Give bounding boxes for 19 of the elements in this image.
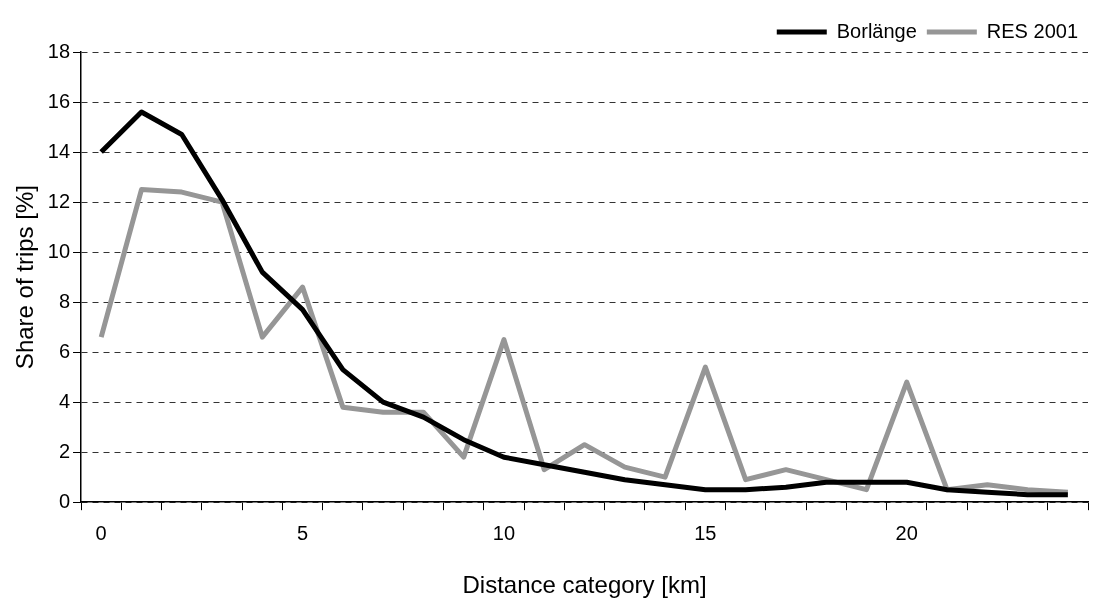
y-tick-label: 14	[47, 139, 71, 162]
y-tick-label: 6	[58, 339, 71, 362]
x-tick-label: 5	[297, 521, 309, 544]
legend-label: RES 2001	[986, 19, 1078, 42]
x-tick-label: 20	[895, 521, 918, 544]
legend-label: Borlänge	[836, 19, 917, 42]
y-tick-label: 16	[47, 89, 71, 112]
y-tick-label: 4	[58, 389, 71, 412]
x-tick-label: 0	[95, 521, 107, 544]
y-tick-label: 12	[47, 189, 71, 212]
y-tick-label: 2	[58, 439, 71, 462]
x-tick-label: 10	[492, 521, 516, 544]
y-tick-label: 18	[47, 39, 71, 62]
y-tick-label: 10	[47, 239, 71, 262]
y-tick-label: 0	[58, 489, 71, 512]
y-tick-label: 8	[58, 289, 71, 312]
x-axis-title: Distance category [km]	[462, 571, 707, 599]
x-tick-label: 15	[694, 521, 717, 544]
y-axis-title: Share of trips [%]	[11, 185, 39, 370]
